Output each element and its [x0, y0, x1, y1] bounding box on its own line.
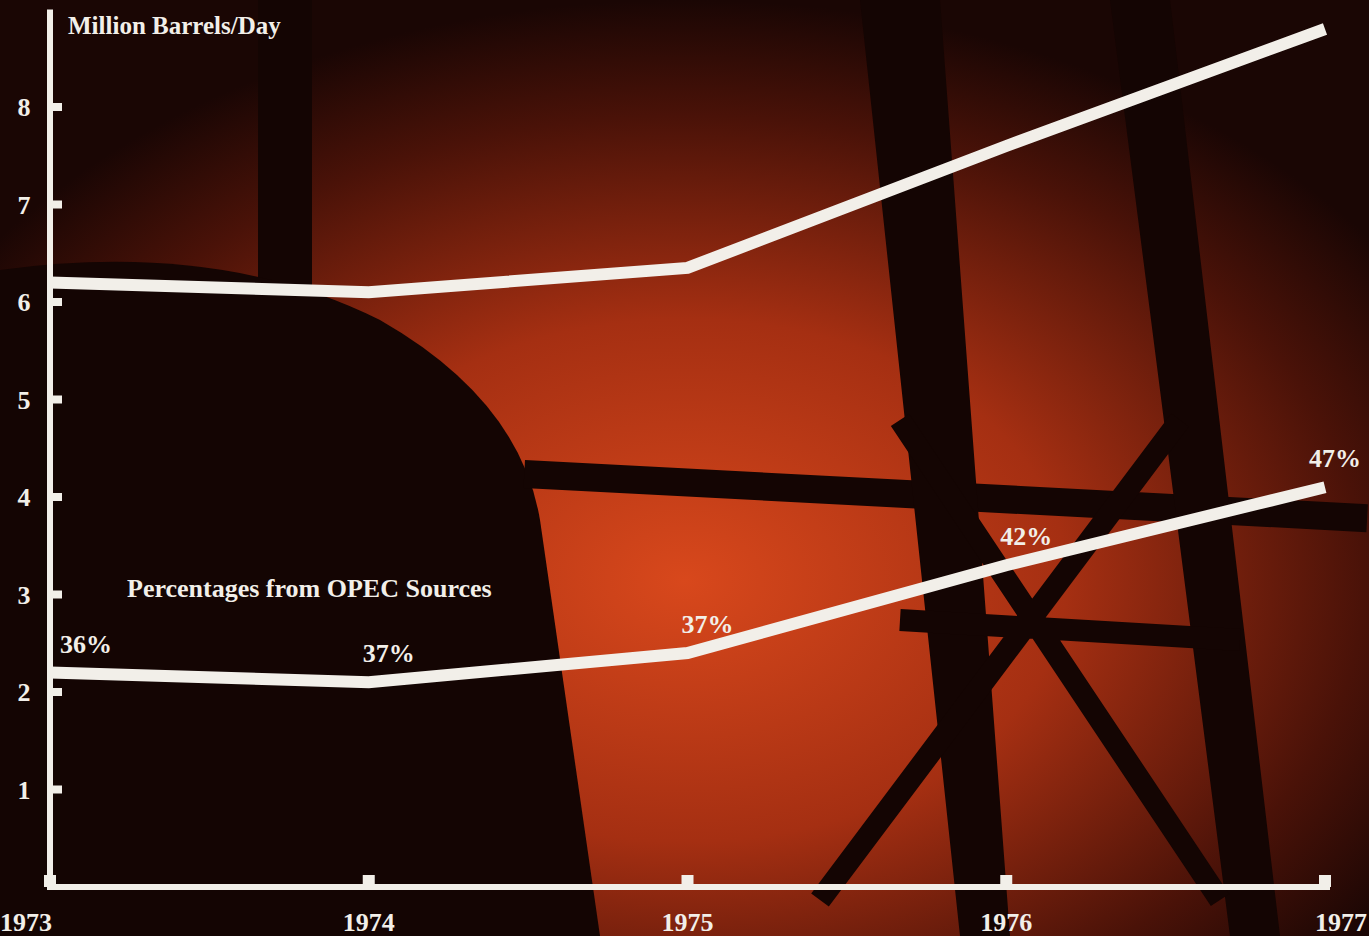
- series-line: [50, 487, 1325, 682]
- silhouette: [820, 420, 1240, 900]
- x-tick: [363, 875, 375, 887]
- x-tick: [44, 875, 56, 887]
- x-tick: [1000, 875, 1012, 887]
- y-tick-label: 6: [18, 288, 31, 317]
- series-line: [50, 29, 1325, 292]
- y-tick-label: 1: [18, 776, 31, 805]
- y-tick: [50, 493, 62, 501]
- plot-area: [50, 29, 1325, 682]
- x-tick-label: 1975: [662, 908, 714, 936]
- x-tick-label: 1977: [1315, 908, 1367, 936]
- silhouette: [0, 262, 600, 936]
- annotation: Percentages from OPEC Sources: [127, 574, 492, 603]
- percentage-label: 42%: [1000, 522, 1052, 551]
- x-tick-label: 1973: [0, 908, 52, 936]
- y-tick-label: 3: [18, 581, 31, 610]
- y-axis: [47, 10, 53, 891]
- x-tick-label: 1974: [343, 908, 395, 936]
- y-tick: [50, 396, 62, 404]
- percentage-label: 37%: [363, 639, 415, 668]
- y-tick-label: 8: [18, 93, 31, 122]
- y-tick: [50, 688, 62, 696]
- y-tick: [50, 103, 62, 111]
- y-tick: [50, 298, 62, 306]
- x-tick-label: 1976: [980, 908, 1032, 936]
- y-tick: [50, 786, 62, 794]
- silhouette: [258, 0, 312, 300]
- x-tick: [682, 875, 694, 887]
- percentage-label: 36%: [60, 630, 112, 659]
- y-tick-label: 4: [18, 483, 31, 512]
- y-tick-label: 5: [18, 386, 31, 415]
- chart: Million Barrels/Day 1 2 3 4 5 6 7 8 1973 1974 1975 1…: [0, 0, 1369, 936]
- y-tick: [50, 201, 62, 209]
- percentage-label: 37%: [682, 610, 734, 639]
- y-axis-label: Million Barrels/Day: [68, 12, 281, 39]
- y-tick-label: 7: [18, 191, 31, 220]
- percentage-label: 47%: [1309, 444, 1361, 473]
- x-tick: [1319, 875, 1331, 887]
- y-tick: [50, 591, 62, 599]
- y-tick-label: 2: [18, 678, 31, 707]
- background: [0, 0, 1369, 936]
